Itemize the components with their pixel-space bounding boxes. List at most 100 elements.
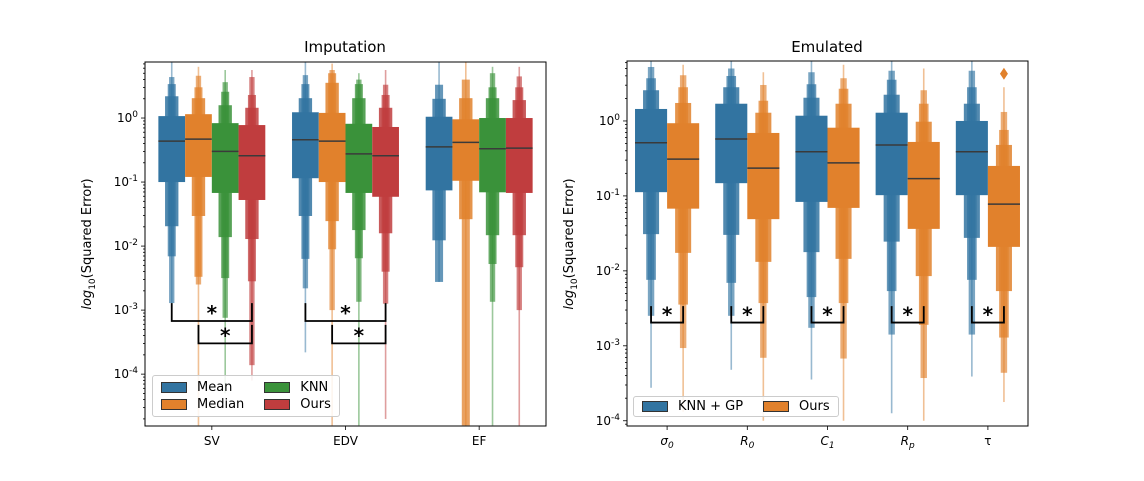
boxen-level-1 — [318, 112, 346, 183]
boxen-level-1 — [238, 125, 266, 200]
significance-bracket — [810, 306, 845, 324]
significance-label: * — [340, 301, 351, 325]
significance-bracket — [730, 306, 765, 324]
significance-bracket — [170, 303, 253, 322]
legend-swatch — [763, 401, 790, 412]
boxen-level-1 — [747, 132, 780, 220]
boxen-level-1 — [795, 115, 828, 202]
significance-label: * — [742, 303, 753, 327]
x-tick-label: SV — [204, 434, 221, 448]
legend-swatch — [264, 382, 291, 393]
boxen-R_p-KNN + GP — [875, 61, 908, 414]
significance-label: * — [354, 323, 365, 347]
boxen-EF-KNN — [479, 66, 506, 426]
boxen-level-1 — [505, 118, 533, 193]
significance-label: * — [207, 301, 218, 325]
boxen-τ-Ours — [987, 67, 1020, 403]
legend-label: Median — [197, 397, 245, 412]
x-tick-label: τ — [984, 434, 991, 448]
right-legend: KNN + GP Ours — [633, 396, 839, 417]
significance-bracket — [331, 324, 387, 345]
legend-swatch — [161, 399, 187, 410]
boxen-level-1 — [827, 127, 860, 208]
boxen-level-1 — [667, 123, 700, 209]
significance-bracket — [890, 306, 925, 324]
boxen-level-1 — [185, 114, 212, 177]
significance-label: * — [662, 303, 673, 327]
x-tick-label: EDV — [333, 434, 359, 448]
x-tick-label: σ0 — [660, 434, 674, 451]
legend-item: KNN — [264, 380, 331, 395]
boxen-EDV-Median — [318, 63, 346, 426]
legend-label: Ours — [300, 397, 331, 412]
x-tick-label: Rp — [901, 434, 915, 451]
x-tick-label: EF — [472, 434, 487, 448]
chart-panel-1: * * * * * 100 10-1 10-2 10-3 10-4 σ0 R0 C1 Rp τ — [596, 60, 1029, 451]
boxen-SV-Median — [185, 66, 212, 426]
left-legend: Mean Median KNN Ours — [152, 375, 340, 417]
legend-item: Ours — [763, 399, 830, 414]
boxen-EDV-Mean — [292, 62, 319, 353]
boxen-C_1-Ours — [827, 64, 860, 421]
legend-item: Ours — [264, 397, 331, 412]
legend-label: KNN + GP — [678, 399, 744, 414]
significance-bracket — [304, 303, 387, 322]
y-tick-label: 10-1 — [114, 174, 138, 189]
significance-label: * — [983, 303, 994, 327]
boxen-level-1 — [158, 116, 186, 183]
boxen-level-1 — [292, 112, 319, 179]
boxen-R_p-Ours — [907, 68, 940, 421]
left-y-axis-label: log10(Squared Error) — [80, 178, 98, 310]
boxen-level-1 — [425, 116, 453, 191]
significance-label: * — [220, 323, 231, 347]
significance-bracket — [650, 306, 685, 324]
legend-label: KNN — [300, 380, 329, 395]
right-y-axis-label: log10(Squared Error) — [562, 178, 580, 310]
y-tick-label: 100 — [117, 110, 138, 125]
boxen-level-1 — [907, 141, 940, 229]
boxen-R_0-Ours — [747, 72, 780, 421]
significance-label: * — [902, 303, 913, 327]
left-chart-title: Imputation — [304, 38, 386, 56]
boxen-EDV-KNN — [345, 73, 373, 426]
boxen-level-3 — [461, 79, 470, 426]
legend-swatch — [161, 382, 187, 393]
significance-bracket — [970, 306, 1005, 324]
boxen-C_1-KNN + GP — [795, 61, 828, 380]
boxen-EDV-Ours — [372, 70, 399, 419]
legend-swatch — [642, 401, 668, 412]
y-tick-label: 10-2 — [596, 263, 620, 278]
legend-label: Ours — [799, 399, 830, 414]
boxen-level-1 — [479, 118, 506, 193]
boxen-level-1 — [372, 126, 399, 197]
boxen-SV-Ours — [238, 70, 266, 381]
y-tick-label: 10-4 — [596, 413, 621, 428]
boxen-SV-KNN — [211, 70, 239, 394]
legend-item: KNN + GP — [642, 399, 743, 414]
legend-swatch — [264, 399, 291, 410]
boxen-level-1 — [715, 103, 748, 184]
x-tick-label: C1 — [820, 434, 834, 451]
boxen-EF-Median — [452, 62, 480, 426]
boxen-level-1 — [452, 119, 480, 181]
boxen-EF-Mean — [425, 62, 453, 282]
right-chart-title: Emulated — [791, 38, 863, 56]
boxen-σ_0-Ours — [667, 64, 700, 412]
y-tick-label: 10-1 — [596, 188, 620, 203]
legend-label: Mean — [197, 380, 233, 395]
boxen-level-1 — [635, 108, 668, 193]
boxen-σ_0-KNN + GP — [635, 61, 668, 388]
legend-item: Mean — [161, 380, 244, 395]
y-tick-label: 100 — [599, 113, 620, 128]
legend-item: Median — [161, 397, 244, 412]
boxen-EF-Ours — [505, 66, 533, 426]
x-tick-label: R0 — [740, 434, 754, 451]
outlier-marker — [999, 67, 1008, 80]
boxen-R_0-KNN + GP — [715, 61, 748, 370]
boxen-level-1 — [955, 120, 988, 196]
boxen-level-1 — [211, 123, 239, 193]
boxen-level-1 — [987, 165, 1020, 247]
